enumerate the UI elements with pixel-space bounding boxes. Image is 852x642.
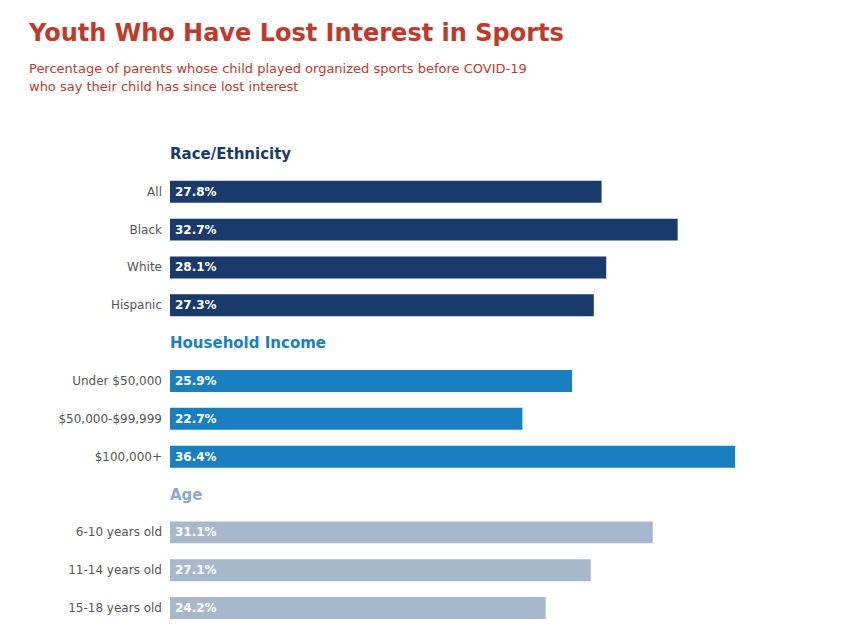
svg-text:who say their child has since: who say their child has since lost inter… bbox=[29, 79, 298, 94]
svg-text:Percentage of parents whose ch: Percentage of parents whose child played… bbox=[29, 61, 527, 76]
svg-text:White: White bbox=[127, 260, 162, 274]
svg-text:Youth Who Have Lost Interest i: Youth Who Have Lost Interest in Sports bbox=[28, 19, 564, 47]
svg-text:28.1%: 28.1% bbox=[175, 260, 217, 274]
svg-text:Age: Age bbox=[170, 486, 203, 504]
svg-text:27.3%: 27.3% bbox=[175, 298, 217, 312]
svg-text:11-14 years old: 11-14 years old bbox=[68, 563, 162, 577]
svg-text:27.8%: 27.8% bbox=[175, 185, 217, 199]
svg-text:22.7%: 22.7% bbox=[175, 412, 217, 426]
svg-text:36.4%: 36.4% bbox=[175, 450, 217, 464]
svg-text:27.1%: 27.1% bbox=[175, 563, 217, 577]
svg-text:$50,000-$99,999: $50,000-$99,999 bbox=[58, 412, 162, 426]
svg-text:24.2%: 24.2% bbox=[175, 601, 217, 615]
svg-text:Household Income: Household Income bbox=[170, 334, 326, 352]
svg-text:15-18 years old: 15-18 years old bbox=[68, 601, 162, 615]
svg-text:All: All bbox=[147, 185, 162, 199]
svg-text:Under $50,000: Under $50,000 bbox=[72, 374, 162, 388]
svg-text:6-10 years old: 6-10 years old bbox=[76, 525, 162, 539]
svg-text:Hispanic: Hispanic bbox=[111, 298, 162, 312]
svg-text:$100,000+: $100,000+ bbox=[95, 450, 162, 464]
svg-text:Black: Black bbox=[130, 223, 163, 237]
svg-text:Race/Ethnicity: Race/Ethnicity bbox=[170, 145, 291, 163]
svg-text:31.1%: 31.1% bbox=[175, 525, 217, 539]
svg-text:25.9%: 25.9% bbox=[175, 374, 217, 388]
svg-text:32.7%: 32.7% bbox=[175, 223, 217, 237]
